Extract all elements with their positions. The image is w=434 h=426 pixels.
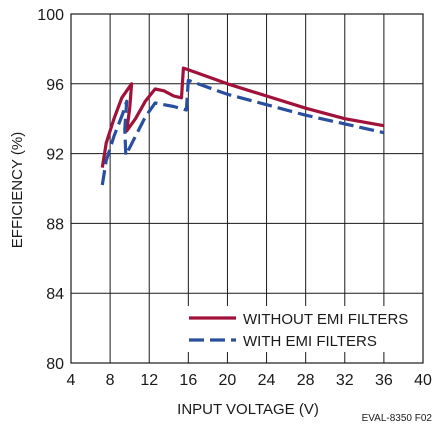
x-tick-label: 24 (258, 372, 276, 389)
series-line-without-emi (100, 66, 385, 168)
x-tick-label: 20 (219, 372, 237, 389)
x-tick-label: 32 (336, 372, 354, 389)
y-tick-labels: 80 84 88 92 96 100 (37, 7, 64, 373)
x-tick-label: 40 (414, 372, 432, 389)
x-tick-label: 8 (106, 372, 115, 389)
y-tick-label: 92 (46, 147, 64, 164)
legend-label-without-emi: WITHOUT EMI FILTERS (243, 311, 408, 328)
legend-background (180, 306, 420, 352)
series-line-with-emi (100, 78, 385, 186)
y-axis-title: EFFICIENCY (%) (9, 132, 26, 248)
figure-note: EVAL-8350 F02 (362, 413, 433, 424)
x-axis-title: INPUT VOLTAGE (V) (177, 401, 319, 418)
plot-frame (70, 13, 424, 364)
x-tick-labels: 4 8 12 16 20 24 28 32 36 40 (67, 372, 432, 389)
y-tick-label: 100 (37, 7, 64, 24)
x-tick-label: 28 (297, 372, 315, 389)
y-tick-label: 96 (46, 77, 64, 94)
series-lines (100, 66, 385, 186)
x-tick-label: 36 (375, 372, 393, 389)
x-tick-label: 4 (67, 372, 76, 389)
y-tick-label: 88 (46, 216, 64, 233)
y-tick-label: 80 (46, 356, 64, 373)
x-tick-label: 12 (140, 372, 158, 389)
y-tick-label: 84 (46, 286, 64, 303)
legend: WITHOUT EMI FILTERS WITH EMI FILTERS (180, 306, 420, 352)
legend-label-with-emi: WITH EMI FILTERS (243, 333, 377, 350)
x-tick-label: 16 (179, 372, 197, 389)
